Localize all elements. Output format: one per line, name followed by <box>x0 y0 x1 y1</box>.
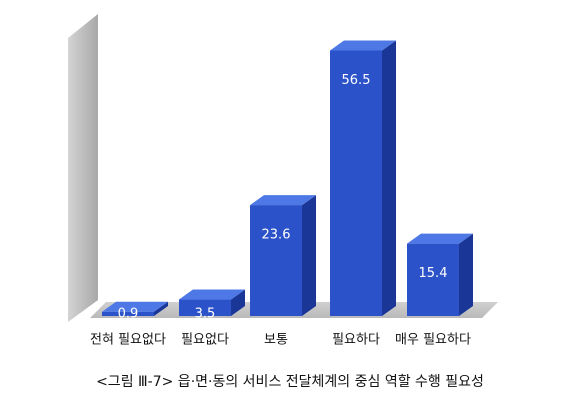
bar-top <box>250 195 316 206</box>
bar-side <box>231 289 245 316</box>
bar-side <box>382 40 396 316</box>
x-tick-label: 필요없다 <box>181 333 229 348</box>
bar-top <box>102 301 168 312</box>
back-wall <box>68 14 98 322</box>
x-tick-label: 필요하다 <box>332 333 380 348</box>
bar <box>250 205 302 316</box>
bar-top <box>330 40 396 51</box>
chart-title: <그림 Ⅲ-7> 읍·면·동의 서비스 전달체계의 중심 역할 수행 필요성 <box>96 374 484 390</box>
x-tick-label: 전혀 필요없다 <box>90 333 166 348</box>
bar <box>179 299 231 316</box>
value-label: 3.5 <box>195 307 216 322</box>
value-label: 15.4 <box>419 266 448 281</box>
bar-side <box>302 195 316 316</box>
bar-side <box>154 301 168 316</box>
value-label: 0.9 <box>118 307 139 322</box>
value-label: 23.6 <box>262 228 291 243</box>
x-tick-label: 보통 <box>264 333 288 348</box>
bar-top <box>407 233 473 244</box>
bar <box>102 311 154 316</box>
bar <box>407 243 459 316</box>
bar-top <box>179 289 245 300</box>
bars: 0.9 3.5 23.6 56.5 15.4 <box>102 40 473 322</box>
bar <box>330 50 382 316</box>
value-label: 56.5 <box>342 73 371 88</box>
bar-side <box>459 233 473 316</box>
x-tick-label: 매우 필요하다 <box>395 333 471 348</box>
